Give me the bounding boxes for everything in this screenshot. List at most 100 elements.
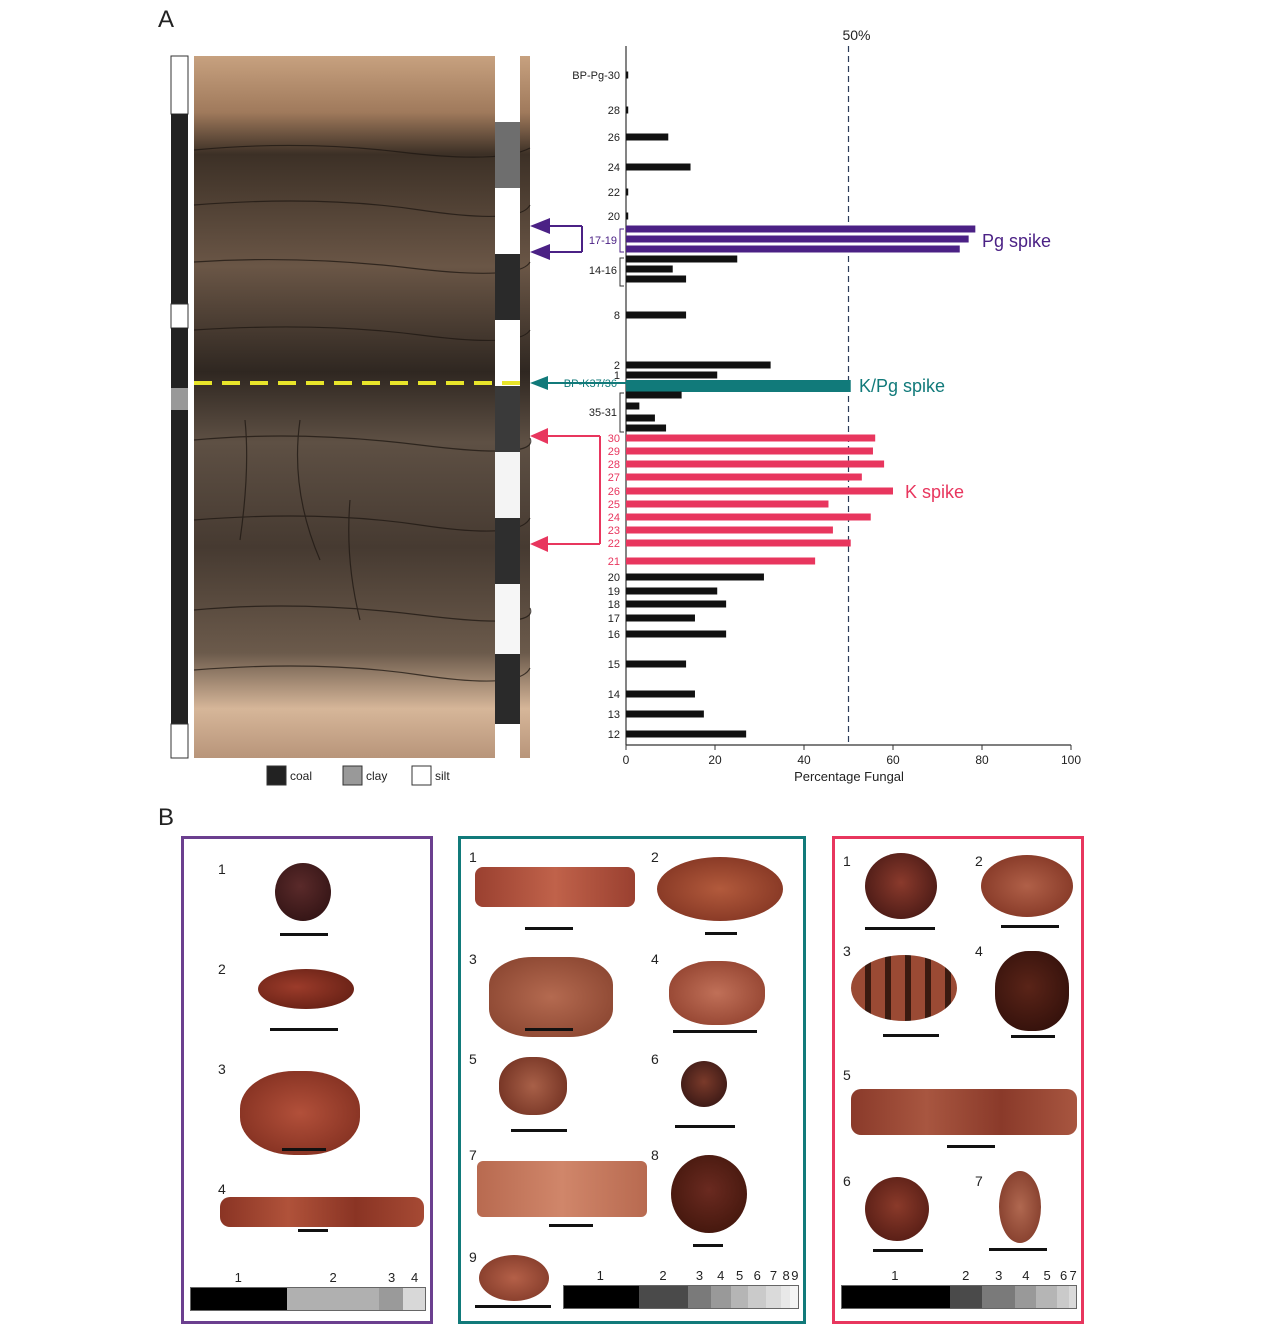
abundance-label: 6 — [1060, 1268, 1068, 1283]
scale-bar — [883, 1034, 939, 1037]
abundance-segment — [1057, 1286, 1069, 1308]
legend-label-clay: clay — [366, 769, 387, 783]
bar-sample — [626, 275, 687, 283]
panel-label-a: A — [158, 6, 175, 33]
bar-k — [626, 526, 833, 534]
specimen-number: 9 — [469, 1249, 477, 1265]
scale-bar — [525, 927, 573, 930]
bar-label: 23 — [608, 525, 620, 537]
abundance-segment — [638, 1286, 689, 1308]
bar-label: 20 — [608, 572, 620, 584]
bar-label: 17 — [608, 613, 620, 625]
bar-label: 1 — [614, 370, 620, 382]
abundance-label: 5 — [1043, 1268, 1051, 1283]
legend-label-coal: coal — [290, 769, 312, 783]
specimen-image — [851, 1089, 1077, 1135]
abundance-segment — [982, 1286, 1016, 1308]
abundance-segment — [949, 1286, 983, 1308]
scale-bar — [525, 1028, 573, 1031]
bar-sample — [626, 265, 673, 273]
specimen-number: 3 — [469, 951, 477, 967]
scale-bar — [475, 1305, 551, 1308]
scale-bar — [693, 1244, 723, 1247]
fungal-percentage-chart: 0 20 40 60 80 100 Percentage Fungal 50% BP-Pg… — [564, 27, 1082, 784]
scale-bar — [282, 1148, 326, 1151]
bar-sample — [626, 690, 695, 698]
abundance-label: 9 — [791, 1268, 799, 1283]
specimen-image — [479, 1255, 549, 1301]
bar-sample — [626, 371, 718, 379]
scale-bar — [270, 1028, 338, 1031]
specimen-number: 2 — [651, 849, 659, 865]
specimen-number: 2 — [975, 853, 983, 869]
abundance-label: 5 — [736, 1268, 744, 1283]
specimen-image — [475, 867, 635, 907]
bar-label: 24 — [608, 162, 620, 174]
abundance-label: 6 — [753, 1268, 761, 1283]
bar-k — [626, 539, 851, 547]
bar-sample — [626, 614, 695, 622]
abundance-segment — [748, 1286, 766, 1308]
abundance-bar — [190, 1287, 426, 1311]
specimen-number: 8 — [651, 1147, 659, 1163]
legend-swatch-clay — [342, 765, 363, 786]
bar-sample — [626, 587, 718, 595]
specimen-image — [999, 1171, 1041, 1243]
abundance-segment — [688, 1286, 711, 1308]
specimen-image — [669, 961, 765, 1025]
abundance-segment — [765, 1286, 781, 1308]
bar-sample — [626, 660, 687, 668]
specimen-number: 6 — [843, 1173, 851, 1189]
abundance-label: 2 — [329, 1270, 337, 1285]
abundance-bar — [841, 1285, 1077, 1309]
bar-label: 30 — [608, 433, 620, 445]
abundance-label: 3 — [995, 1268, 1003, 1283]
specimen-number: 4 — [975, 943, 983, 959]
bar-label: 16 — [608, 629, 620, 641]
x-tick-label: 20 — [708, 753, 722, 767]
bar-sample — [626, 188, 629, 196]
bracket-17-19 — [619, 228, 624, 253]
bar-sample — [626, 311, 687, 319]
abundance-segment — [191, 1288, 288, 1310]
bar-pg — [626, 235, 969, 243]
bar-k — [626, 434, 876, 442]
bar-label: 8 — [614, 310, 620, 322]
abundance-label: 2 — [962, 1268, 970, 1283]
scale-bar — [280, 933, 328, 936]
specimen-image — [995, 951, 1069, 1031]
scale-bar — [675, 1125, 735, 1128]
abundance-label: 7 — [1069, 1268, 1077, 1283]
x-tick-label: 80 — [975, 753, 989, 767]
specimen-number: 2 — [218, 961, 226, 977]
bar-sample — [626, 212, 629, 220]
bar-label: 28 — [608, 459, 620, 471]
legend-swatch-coal — [266, 765, 287, 786]
x-tick-label: 40 — [797, 753, 811, 767]
abundance-label: 4 — [717, 1268, 725, 1283]
specimen-image — [220, 1197, 424, 1227]
specimen-image — [681, 1061, 727, 1107]
bar-label: 18 — [608, 599, 620, 611]
specimen-image — [489, 957, 613, 1037]
specimen-number: 3 — [843, 943, 851, 959]
kpg-correlation-arrow — [530, 376, 626, 390]
specimen-image — [477, 1161, 647, 1217]
bar-sample — [626, 106, 629, 114]
annotation-pg-spike: Pg spike — [982, 231, 1051, 251]
abundance-bar — [563, 1285, 799, 1309]
bar-label: 13 — [608, 709, 620, 721]
specimen-image — [240, 1071, 360, 1155]
specimen-image — [851, 955, 957, 1021]
scale-bar — [705, 932, 737, 935]
pg-correlation-arrows — [530, 218, 583, 260]
abundance-label: 1 — [891, 1268, 899, 1283]
specimen-number: 7 — [975, 1173, 983, 1189]
abundance-label: 8 — [782, 1268, 790, 1283]
specimen-image — [981, 855, 1073, 917]
bar-label: 22 — [608, 538, 620, 550]
outcrop-photo — [193, 56, 532, 758]
bar-label: 15 — [608, 659, 620, 671]
abundance-label: 2 — [659, 1268, 667, 1283]
